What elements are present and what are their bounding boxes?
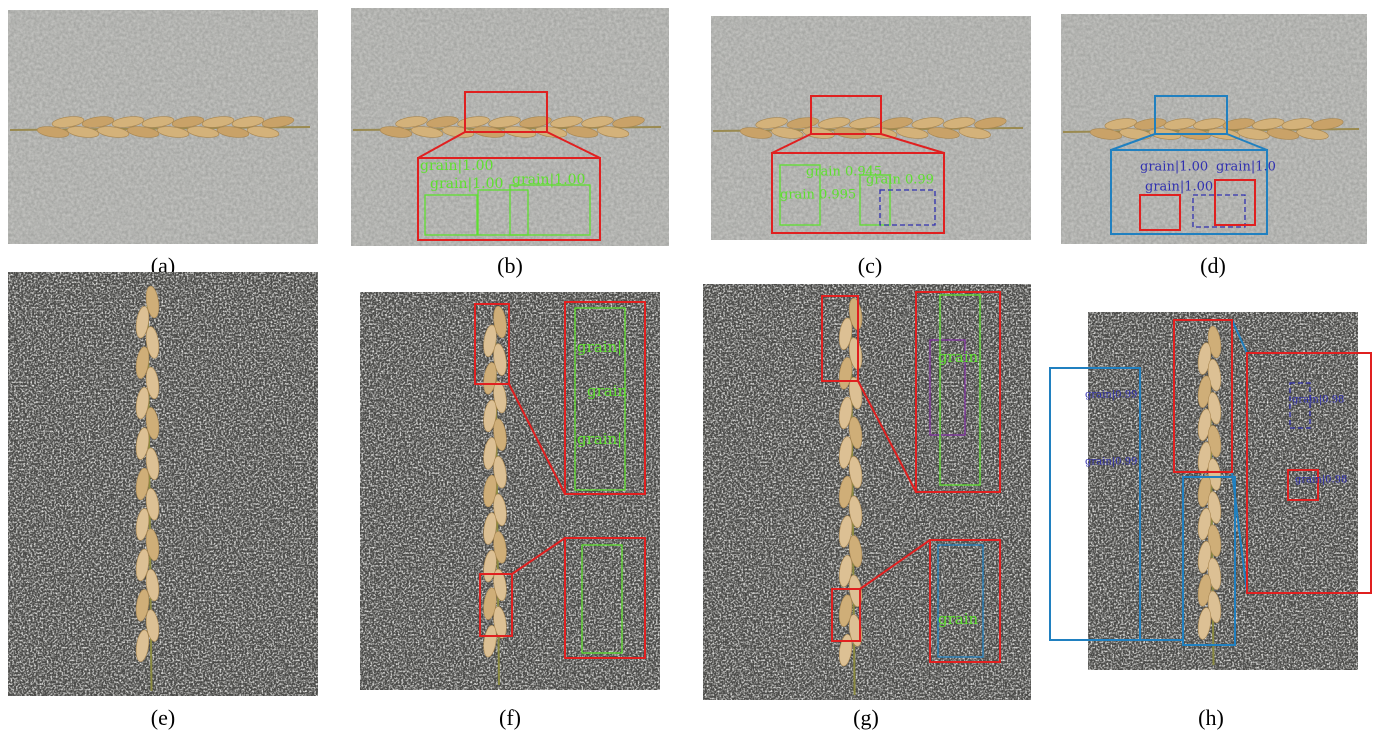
detection-label: grain 0.995 [780, 188, 856, 203]
panel: grain grain (g) [703, 284, 1031, 730]
detection-label: grain| [577, 430, 622, 448]
photo-texture [8, 272, 318, 696]
detection-label: grain|0.99 [1085, 457, 1137, 468]
caption: (b) [497, 253, 523, 278]
caption: (c) [858, 253, 882, 278]
caption: (g) [853, 705, 879, 730]
panel: (a) [8, 10, 318, 278]
panel: grain| grain grain| (f) [360, 292, 660, 730]
detection-label: grain|1.00 [420, 158, 493, 174]
caption: (h) [1198, 705, 1224, 730]
detection-label: grain|1.00 [430, 176, 503, 192]
detection-label: grain|0.98 [1292, 395, 1344, 406]
panel: (e) [8, 272, 318, 730]
detection-label: grain|0.99 [1085, 390, 1137, 401]
figure: (a)grain|1.00grain|1.00grain|1.00(b)grai… [0, 0, 1375, 736]
detection-label: grain|1.0 [1216, 160, 1276, 175]
detection-label: grain|1.00 [1140, 160, 1208, 175]
panel: grain|0.99 grain|0.99 grain|0.98 grain|0.98… [1050, 312, 1371, 730]
detection-label: grain [587, 382, 628, 400]
detection-label: grain 0.99 [866, 173, 934, 188]
detection-label: grain [938, 348, 979, 366]
detection-label: grain| [577, 338, 622, 356]
caption: (e) [151, 705, 175, 730]
caption: (f) [499, 705, 521, 730]
detection-label: grain [938, 610, 979, 628]
panel: grain|1.00 grain|1.00 grain|1.00 (b) [351, 8, 669, 278]
detection-label: grain|0.98 [1295, 475, 1347, 486]
detection-label: grain|1.00 [512, 172, 585, 188]
detection-label: grain|1.00 [1145, 180, 1213, 195]
caption: (d) [1200, 253, 1226, 278]
